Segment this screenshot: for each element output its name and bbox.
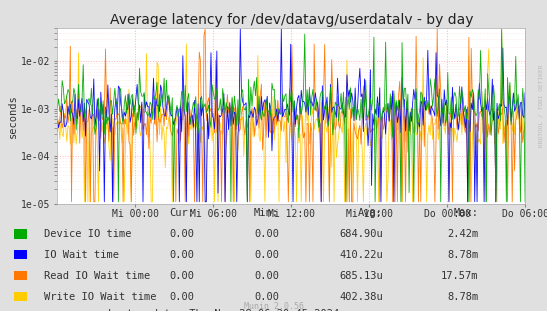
- Text: Munin 2.0.56: Munin 2.0.56: [243, 302, 304, 311]
- Text: 0.00: 0.00: [254, 271, 279, 281]
- Text: 0.00: 0.00: [254, 292, 279, 302]
- Text: 0.00: 0.00: [169, 292, 194, 302]
- Title: Average latency for /dev/datavg/userdatalv - by day: Average latency for /dev/datavg/userdata…: [109, 13, 473, 27]
- Y-axis label: seconds: seconds: [8, 94, 18, 138]
- Text: 410.22u: 410.22u: [339, 250, 383, 260]
- Text: 0.00: 0.00: [169, 271, 194, 281]
- Text: 8.78m: 8.78m: [447, 250, 479, 260]
- Text: Max:: Max:: [453, 208, 479, 218]
- Text: 8.78m: 8.78m: [447, 292, 479, 302]
- Text: Device IO time: Device IO time: [44, 230, 131, 239]
- Text: 0.00: 0.00: [169, 230, 194, 239]
- Text: 0.00: 0.00: [169, 250, 194, 260]
- Text: Cur:: Cur:: [169, 208, 194, 218]
- Text: Read IO Wait time: Read IO Wait time: [44, 271, 150, 281]
- Text: 17.57m: 17.57m: [441, 271, 479, 281]
- Text: Avg:: Avg:: [358, 208, 383, 218]
- Text: Min:: Min:: [254, 208, 279, 218]
- Text: Last update: Thu Nov 28 06:20:45 2024: Last update: Thu Nov 28 06:20:45 2024: [108, 309, 339, 311]
- Text: RRDTOOL / TOBI OETIKER: RRDTOOL / TOBI OETIKER: [538, 64, 543, 147]
- Text: 685.13u: 685.13u: [339, 271, 383, 281]
- Text: 402.38u: 402.38u: [339, 292, 383, 302]
- Text: Write IO Wait time: Write IO Wait time: [44, 292, 156, 302]
- Text: IO Wait time: IO Wait time: [44, 250, 119, 260]
- Text: 684.90u: 684.90u: [339, 230, 383, 239]
- Text: 2.42m: 2.42m: [447, 230, 479, 239]
- Text: 0.00: 0.00: [254, 250, 279, 260]
- Text: 0.00: 0.00: [254, 230, 279, 239]
